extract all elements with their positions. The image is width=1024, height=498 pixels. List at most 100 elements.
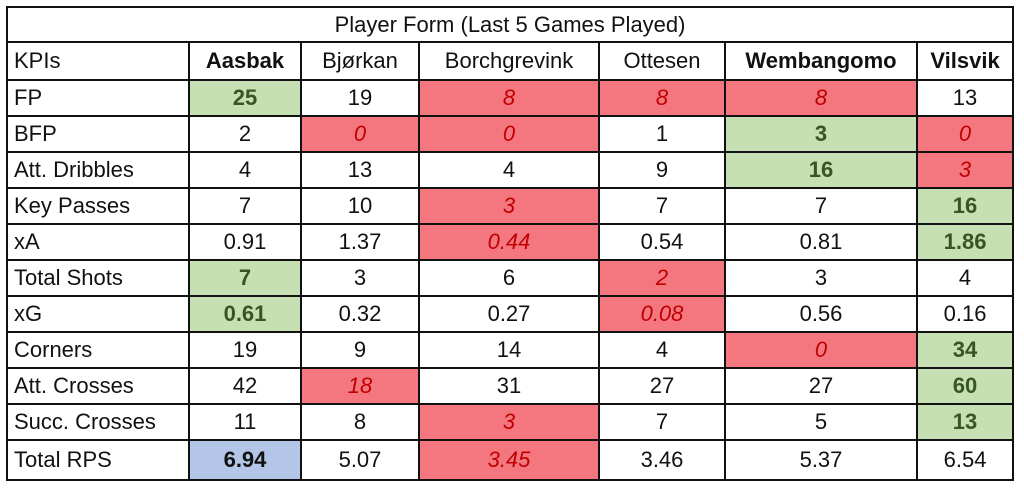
table-row: xG 0.61 0.32 0.27 0.08 0.56 0.16 <box>6 295 1015 333</box>
table-row: xA 0.91 1.37 0.44 0.54 0.81 1.86 <box>6 223 1015 261</box>
value-cell[interactable]: 3.45 <box>418 439 600 481</box>
player-header-0[interactable]: Aasbak <box>188 41 302 81</box>
value-cell[interactable]: 11 <box>188 403 302 441</box>
value-cell[interactable]: 8 <box>300 403 420 441</box>
table-row: BFP 2 0 0 1 3 0 <box>6 115 1015 153</box>
table-row: Key Passes 7 10 3 7 7 16 <box>6 187 1015 225</box>
kpi-label-cell[interactable]: Corners <box>6 331 190 369</box>
value-cell[interactable]: 0.27 <box>418 295 600 333</box>
value-cell[interactable]: 5.07 <box>300 439 420 481</box>
kpi-label-cell[interactable]: xG <box>6 295 190 333</box>
value-cell[interactable]: 0.32 <box>300 295 420 333</box>
table-row: Att. Crosses 42 18 31 27 27 60 <box>6 367 1015 405</box>
value-cell[interactable]: 8 <box>418 79 600 117</box>
kpi-label-cell[interactable]: Key Passes <box>6 187 190 225</box>
value-cell[interactable]: 13 <box>915 403 1015 441</box>
value-cell[interactable]: 4 <box>915 259 1015 297</box>
header-row: KPIs Aasbak Bjørkan Borchgrevink Ottesen Wem… <box>6 41 1015 81</box>
value-cell[interactable]: 9 <box>598 151 726 189</box>
value-cell[interactable]: 14 <box>418 331 600 369</box>
table-title[interactable]: Player Form (Last 5 Games Played) <box>5 6 1015 43</box>
value-cell[interactable]: 34 <box>915 331 1015 369</box>
table-row: Total RPS 6.94 5.07 3.45 3.46 5.37 6.54 <box>6 439 1015 481</box>
value-cell[interactable]: 19 <box>188 331 302 369</box>
player-header-5[interactable]: Vilsvik <box>915 41 1015 81</box>
table-row: FP 25 19 8 8 8 13 <box>6 79 1015 117</box>
value-cell[interactable]: 0.44 <box>418 223 600 261</box>
value-cell[interactable]: 0.56 <box>724 295 918 333</box>
value-cell[interactable]: 0 <box>300 115 420 153</box>
player-header-4[interactable]: Wembangomo <box>724 41 918 81</box>
value-cell[interactable]: 9 <box>300 331 420 369</box>
value-cell[interactable]: 7 <box>188 259 302 297</box>
value-cell[interactable]: 6.54 <box>915 439 1015 481</box>
value-cell[interactable]: 0.16 <box>915 295 1015 333</box>
table-row: Att. Dribbles 4 13 4 9 16 3 <box>6 151 1015 189</box>
kpi-column-header[interactable]: KPIs <box>6 41 190 81</box>
value-cell[interactable]: 5.37 <box>724 439 918 481</box>
player-header-2[interactable]: Borchgrevink <box>418 41 600 81</box>
value-cell[interactable]: 3 <box>724 115 918 153</box>
value-cell[interactable]: 13 <box>300 151 420 189</box>
value-cell[interactable]: 0 <box>418 115 600 153</box>
value-cell[interactable]: 6.94 <box>188 439 302 481</box>
value-cell[interactable]: 1.37 <box>300 223 420 261</box>
value-cell[interactable]: 10 <box>300 187 420 225</box>
value-cell[interactable]: 0.61 <box>188 295 302 333</box>
value-cell[interactable]: 1.86 <box>915 223 1015 261</box>
value-cell[interactable]: 0.81 <box>724 223 918 261</box>
kpi-label-cell[interactable]: xA <box>6 223 190 261</box>
value-cell[interactable]: 16 <box>724 151 918 189</box>
value-cell[interactable]: 27 <box>598 367 726 405</box>
value-cell[interactable]: 16 <box>915 187 1015 225</box>
kpi-label-cell[interactable]: Total Shots <box>6 259 190 297</box>
kpi-label-cell[interactable]: Att. Crosses <box>6 367 190 405</box>
kpi-label-cell[interactable]: Att. Dribbles <box>6 151 190 189</box>
value-cell[interactable]: 3 <box>915 151 1015 189</box>
value-cell[interactable]: 13 <box>915 79 1015 117</box>
value-cell[interactable]: 5 <box>724 403 918 441</box>
value-cell[interactable]: 3 <box>724 259 918 297</box>
value-cell[interactable]: 7 <box>188 187 302 225</box>
value-cell[interactable]: 3 <box>418 403 600 441</box>
player-form-table: Player Form (Last 5 Games Played) KPIs A… <box>5 6 1015 481</box>
value-cell[interactable]: 4 <box>598 331 726 369</box>
table-row: Corners 19 9 14 4 0 34 <box>6 331 1015 369</box>
value-cell[interactable]: 4 <box>418 151 600 189</box>
value-cell[interactable]: 0.08 <box>598 295 726 333</box>
value-cell[interactable]: 19 <box>300 79 420 117</box>
value-cell[interactable]: 2 <box>188 115 302 153</box>
value-cell[interactable]: 60 <box>915 367 1015 405</box>
title-row: Player Form (Last 5 Games Played) <box>5 6 1015 43</box>
value-cell[interactable]: 0.91 <box>188 223 302 261</box>
value-cell[interactable]: 27 <box>724 367 918 405</box>
kpi-label-cell[interactable]: BFP <box>6 115 190 153</box>
value-cell[interactable]: 2 <box>598 259 726 297</box>
value-cell[interactable]: 18 <box>300 367 420 405</box>
value-cell[interactable]: 3 <box>418 187 600 225</box>
value-cell[interactable]: 0 <box>915 115 1015 153</box>
value-cell[interactable]: 8 <box>724 79 918 117</box>
value-cell[interactable]: 25 <box>188 79 302 117</box>
table-row: Succ. Crosses 11 8 3 7 5 13 <box>6 403 1015 441</box>
player-header-1[interactable]: Bjørkan <box>300 41 420 81</box>
value-cell[interactable]: 7 <box>598 187 726 225</box>
value-cell[interactable]: 1 <box>598 115 726 153</box>
value-cell[interactable]: 8 <box>598 79 726 117</box>
value-cell[interactable]: 7 <box>724 187 918 225</box>
value-cell[interactable]: 0.54 <box>598 223 726 261</box>
value-cell[interactable]: 3 <box>300 259 420 297</box>
table-row: Total Shots 7 3 6 2 3 4 <box>6 259 1015 297</box>
value-cell[interactable]: 3.46 <box>598 439 726 481</box>
value-cell[interactable]: 42 <box>188 367 302 405</box>
kpi-label-cell[interactable]: Succ. Crosses <box>6 403 190 441</box>
value-cell[interactable]: 0 <box>724 331 918 369</box>
value-cell[interactable]: 31 <box>418 367 600 405</box>
value-cell[interactable]: 4 <box>188 151 302 189</box>
kpi-label-cell[interactable]: Total RPS <box>6 439 190 481</box>
value-cell[interactable]: 7 <box>598 403 726 441</box>
value-cell[interactable]: 6 <box>418 259 600 297</box>
kpi-label-cell[interactable]: FP <box>6 79 190 117</box>
player-header-3[interactable]: Ottesen <box>598 41 726 81</box>
